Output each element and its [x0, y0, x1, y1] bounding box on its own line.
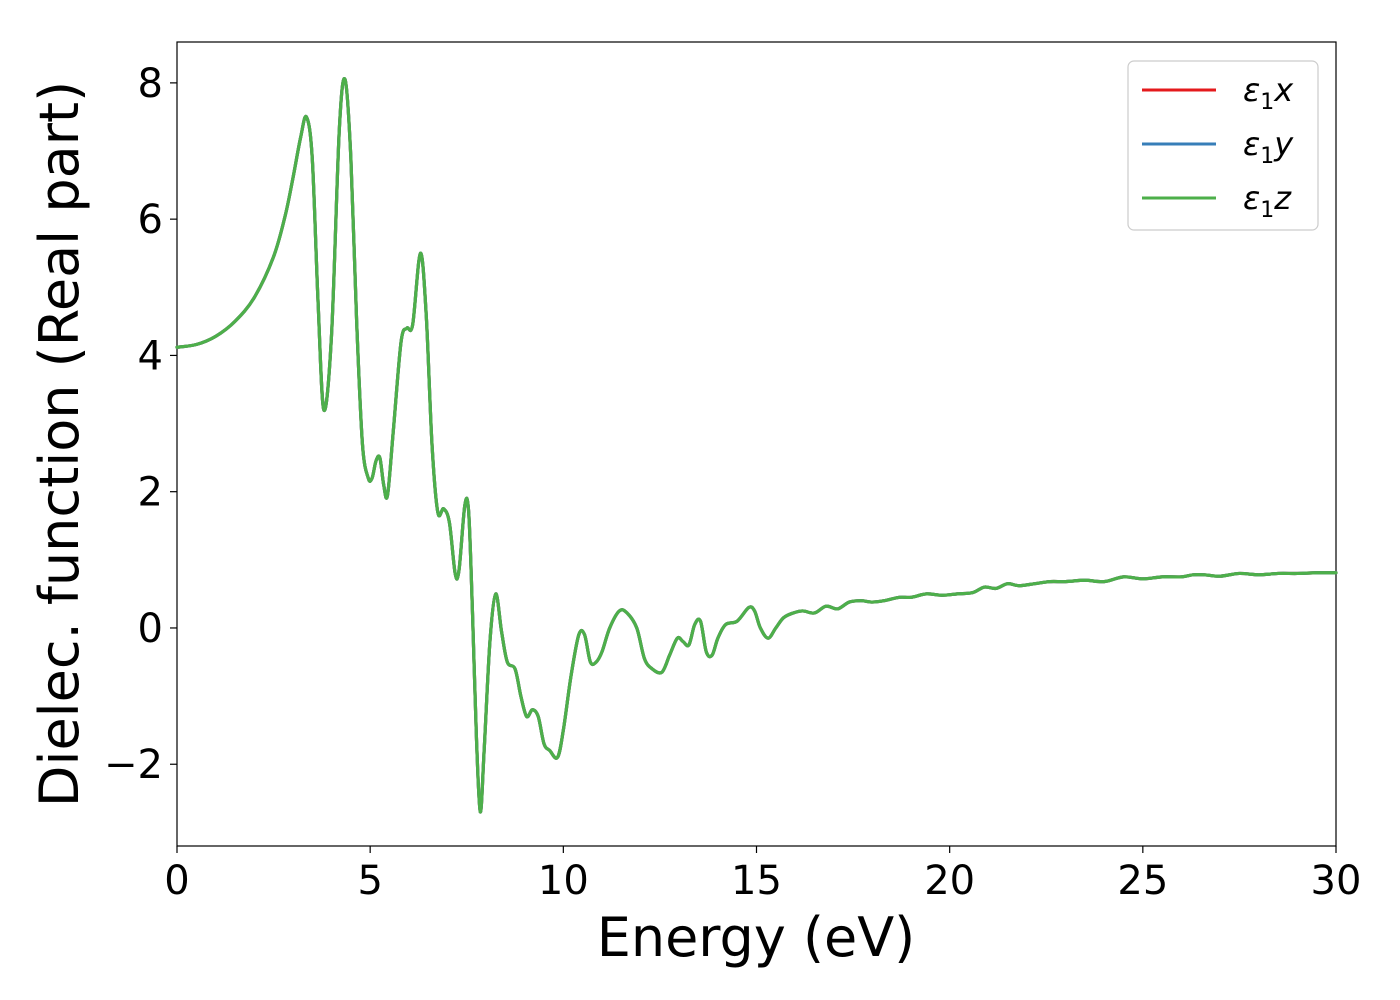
y-tick-label: 0 [138, 606, 163, 652]
y-tick-label: 6 [138, 197, 163, 243]
legend-items: ε1x ε1y ε1z [1142, 71, 1294, 223]
y-axis-ticks: −2 0 2 4 6 8 [104, 61, 177, 788]
x-tick-label: 20 [924, 858, 975, 904]
legend-label-2: ε1y [1243, 125, 1294, 169]
y-tick-label: 2 [138, 470, 163, 516]
x-tick-label: 25 [1117, 858, 1168, 904]
x-axis-ticks: 0 5 10 15 20 25 30 [164, 846, 1361, 904]
x-tick-label: 30 [1311, 858, 1362, 904]
x-axis-label: Energy (eV) [597, 906, 916, 969]
y-tick-label: −2 [104, 742, 163, 788]
y-axis-label: Dielec. function (Real part) [28, 81, 91, 807]
legend: ε1x ε1y ε1z [1127, 60, 1319, 231]
legend-label-1: ε1x [1243, 71, 1294, 115]
series-layer [175, 77, 1338, 814]
x-tick-label: 10 [538, 858, 589, 904]
x-tick-label: 0 [164, 858, 189, 904]
y-tick-label: 8 [138, 61, 163, 107]
series-line-3 [175, 77, 1338, 814]
x-tick-label: 5 [357, 858, 382, 904]
x-tick-label: 15 [731, 858, 782, 904]
legend-box [1127, 60, 1319, 231]
legend-label-3: ε1z [1243, 179, 1292, 223]
y-tick-label: 4 [138, 333, 163, 379]
